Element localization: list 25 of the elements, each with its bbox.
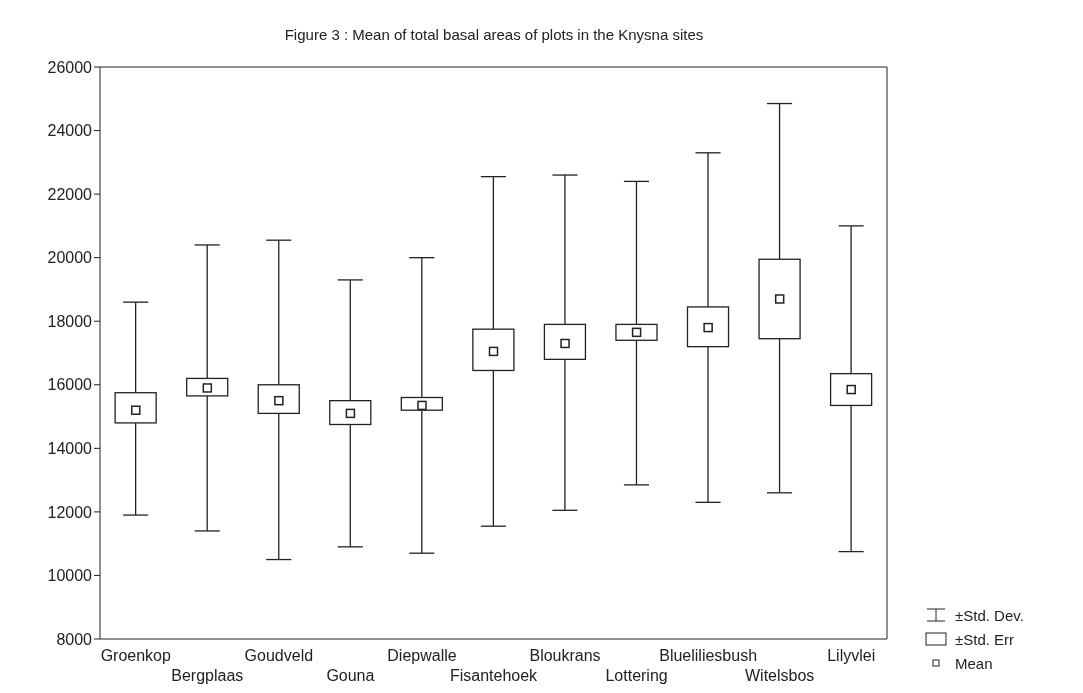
y-tick-label: 18000 — [47, 312, 93, 330]
chart-title: Figure 3 : Mean of total basal areas of plots in the Knysna sites — [283, 26, 705, 43]
y-tick-label: 16000 — [47, 376, 93, 394]
x-tick-label: Fisantehoek — [449, 667, 539, 684]
x-tick-label: Bergplaas — [171, 667, 244, 684]
x-tick-label: Witelsbos — [745, 667, 815, 684]
x-tick-label: Blueliliesbush — [659, 647, 758, 664]
text: ±Std. Dev. — [955, 606, 1024, 624]
y-tick-label: 24000 — [47, 122, 93, 140]
y-tick-label: 8000 — [56, 630, 93, 648]
text: ±Std. Err — [955, 630, 1015, 648]
x-tick-label: Lilyvlei — [827, 647, 876, 664]
x-tick-label: Gouna — [326, 667, 375, 684]
y-tick-label: 12000 — [47, 503, 93, 521]
y-tick-label: 10000 — [47, 567, 93, 585]
x-tick-label: Goudveld — [244, 647, 314, 664]
x-tick-label: Bloukrans — [529, 647, 601, 664]
x-tick-label: Groenkop — [100, 647, 172, 664]
x-tick-label: Lottering — [605, 667, 668, 684]
x-tick-label: Diepwalle — [387, 647, 457, 664]
y-tick-label: 14000 — [47, 440, 93, 458]
y-tick-label: 26000 — [47, 58, 93, 76]
y-tick-label: 20000 — [47, 249, 93, 267]
y-tick-label: 22000 — [47, 185, 93, 203]
text: Mean — [955, 654, 993, 672]
